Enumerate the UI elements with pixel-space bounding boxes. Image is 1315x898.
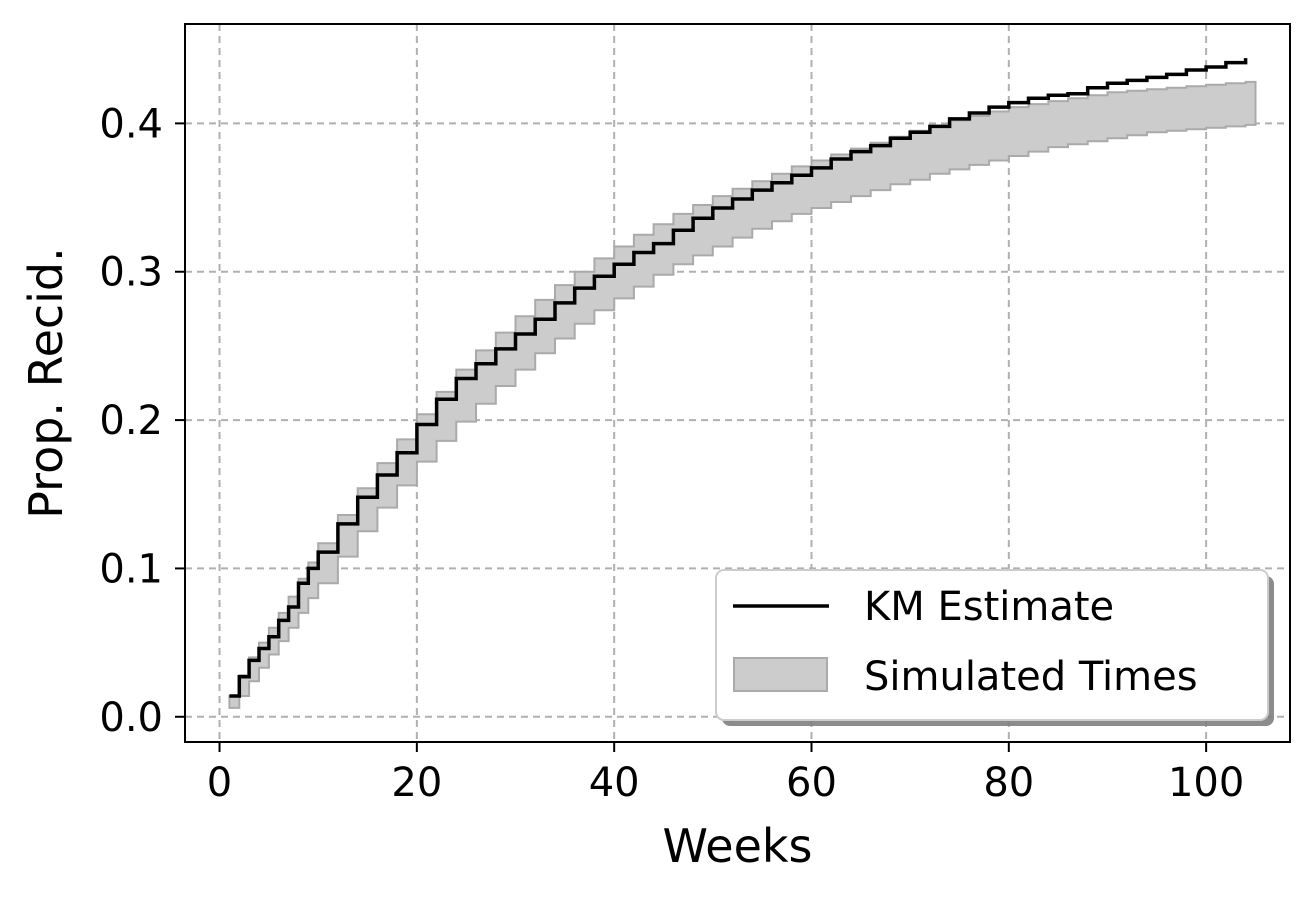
- y-tick-label: 0.3: [99, 250, 163, 296]
- simulated-times-area: [228, 80, 1257, 709]
- x-tick-label: 0: [207, 760, 232, 806]
- legend-simulated-label: Simulated Times: [864, 654, 1198, 700]
- legend-band-swatch: [733, 657, 828, 692]
- km-estimate-step-path: [229, 58, 1248, 698]
- y-tick-label: 0.1: [99, 546, 163, 592]
- plot-area-frame: [184, 23, 1291, 743]
- y-axis-ticks: 0.0 0.1 0.2 0.3 0.4: [99, 101, 185, 741]
- legend: KM Estimate Simulated Times: [715, 569, 1274, 726]
- simulated-times-band: [228, 80, 1257, 709]
- x-tick-label: 80: [983, 760, 1034, 806]
- y-axis-label: Prop. Recid.: [19, 247, 73, 519]
- legend-km-label: KM Estimate: [864, 584, 1114, 630]
- km-estimate-line: [229, 58, 1248, 698]
- y-tick-label: 0.0: [99, 695, 163, 741]
- x-tick-label: 100: [1168, 760, 1244, 806]
- x-tick-label: 40: [589, 760, 640, 806]
- y-tick-label: 0.4: [99, 101, 163, 147]
- legend-box: [715, 569, 1269, 721]
- x-axis-ticks: 0 20 40 60 80 100: [207, 742, 1244, 806]
- x-axis-label: Weeks: [663, 819, 813, 873]
- y-tick-label: 0.2: [99, 398, 163, 444]
- x-tick-label: 20: [391, 760, 442, 806]
- x-tick-label: 60: [786, 760, 837, 806]
